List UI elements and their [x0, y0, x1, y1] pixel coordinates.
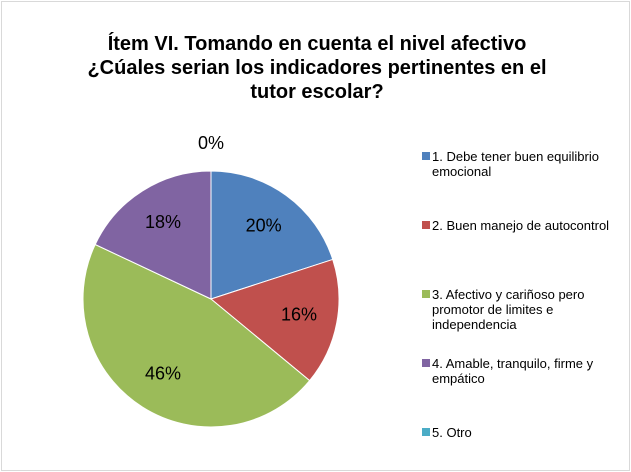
- legend-swatch: [422, 359, 430, 367]
- legend-swatch: [422, 428, 430, 436]
- pie-slice: [209, 258, 340, 382]
- data-label: 18%: [145, 212, 181, 232]
- legend-item: 5. Otro: [420, 425, 629, 440]
- legend-item: 2. Buen manejo de autocontrol: [420, 218, 629, 233]
- legend-item: 4. Amable, tranquilo, firme y empático: [420, 356, 629, 386]
- pie-slice: [210, 170, 334, 300]
- legend-swatch: [422, 221, 430, 229]
- data-label: 20%: [246, 215, 282, 235]
- pie-slice: [94, 170, 212, 300]
- chart-title: Ítem VI. Tomando en cuenta el nivel afec…: [87, 33, 547, 103]
- legend-swatch: [422, 290, 430, 298]
- legend-swatch: [422, 152, 430, 160]
- data-label: 16%: [281, 305, 317, 325]
- data-label: 46%: [145, 363, 181, 383]
- pie-slice: [82, 243, 311, 428]
- legend-item: 1. Debe tener buen equilibrio emocional: [420, 149, 629, 179]
- data-label: 0%: [198, 133, 224, 153]
- legend-item: 3. Afectivo y cariñoso pero promotor de …: [420, 287, 629, 332]
